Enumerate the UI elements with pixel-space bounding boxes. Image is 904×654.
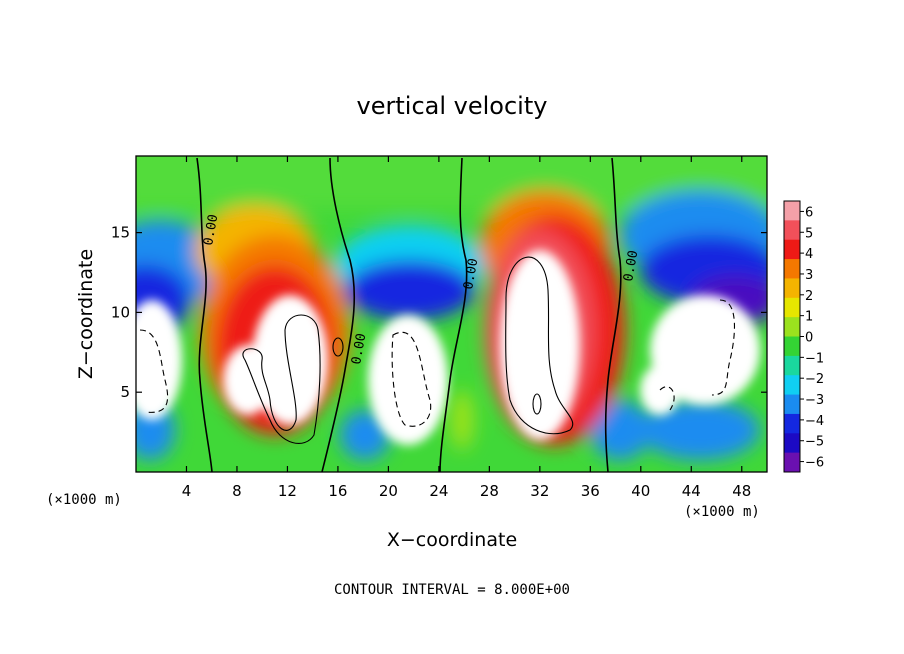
colorbar-swatch bbox=[784, 201, 800, 221]
contour-label: 0.00 bbox=[621, 249, 641, 282]
colorbar-label: 4 bbox=[805, 247, 813, 262]
colorbar-swatch bbox=[784, 375, 800, 396]
plot-frame bbox=[135, 155, 768, 473]
colorbar-swatch bbox=[784, 433, 800, 454]
colorbar-label: 6 bbox=[805, 205, 813, 220]
x-tick-label: 40 bbox=[631, 482, 650, 500]
colorbar-swatch bbox=[784, 220, 800, 241]
x-tick-label: 20 bbox=[379, 482, 398, 500]
updraft-contours bbox=[242, 256, 574, 444]
colorbar-label: −2 bbox=[805, 372, 824, 387]
x-tick-label: 48 bbox=[732, 482, 751, 500]
plot-area: 0.00 0.00 0.00 0.00 bbox=[136, 156, 767, 472]
colorbar: 6 5 4 3 2 1 0 −1 −2 −3 −4 −5 −6 bbox=[783, 200, 824, 473]
chart-title: vertical velocity bbox=[357, 92, 548, 120]
x-axis-unit-label-right: (×1000 m) bbox=[684, 504, 760, 520]
x-tick-label: 36 bbox=[581, 482, 600, 500]
x-axis-unit-label: (×1000 m) bbox=[46, 492, 122, 508]
colorbar-label: −3 bbox=[805, 393, 824, 408]
colorbar-swatch bbox=[784, 336, 800, 357]
colorbar-label: −5 bbox=[805, 435, 824, 450]
downdraft-contours bbox=[139, 299, 736, 427]
colorbar-swatch bbox=[784, 452, 800, 473]
x-tick-label: 32 bbox=[530, 482, 549, 500]
colorbar-label: −1 bbox=[805, 351, 824, 366]
colorbar-swatch bbox=[784, 394, 800, 415]
x-axis-label: X−coordinate bbox=[387, 529, 517, 551]
colorbar-label: 0 bbox=[805, 331, 813, 346]
field-core-layer bbox=[136, 250, 760, 445]
colorbar-swatch bbox=[784, 239, 800, 260]
y-tick-label: 15 bbox=[111, 224, 130, 242]
colorbar-label: −4 bbox=[805, 414, 824, 429]
colorbar-label: −6 bbox=[805, 456, 824, 471]
zero-contours bbox=[196, 157, 622, 472]
x-tick-label: 8 bbox=[232, 482, 242, 500]
contour-label: 0.00 bbox=[349, 332, 369, 365]
y-tick-label: 10 bbox=[111, 303, 130, 321]
y-tick-label: 5 bbox=[120, 383, 130, 401]
x-tick-label: 16 bbox=[328, 482, 347, 500]
y-axis-label: Z−coordinate bbox=[75, 249, 97, 379]
contour-labels: 0.00 0.00 0.00 0.00 bbox=[201, 213, 641, 365]
x-tick-label: 12 bbox=[278, 482, 297, 500]
colorbar-label: 3 bbox=[805, 268, 813, 283]
colorbar-swatch bbox=[784, 413, 800, 434]
colorbar-label: 5 bbox=[805, 226, 813, 241]
colorbar-label: 1 bbox=[805, 310, 813, 325]
x-tick-label: 24 bbox=[429, 482, 448, 500]
colorbar-swatch bbox=[784, 355, 800, 376]
x-axis: 4 8 12 16 20 24 28 32 36 40 44 48 bbox=[182, 156, 751, 500]
contour-label: 0.00 bbox=[461, 257, 481, 290]
contour-label: 0.00 bbox=[201, 213, 221, 246]
colorbar-swatch bbox=[784, 297, 800, 318]
colorbar-label: 2 bbox=[805, 289, 813, 304]
x-tick-label: 44 bbox=[682, 482, 701, 500]
contour-interval-footer: CONTOUR INTERVAL = 8.000E+00 bbox=[334, 582, 570, 598]
colorbar-swatch bbox=[784, 278, 800, 299]
colorbar-swatch bbox=[784, 317, 800, 337]
x-tick-label: 28 bbox=[480, 482, 499, 500]
colorbar-swatch bbox=[784, 259, 800, 279]
x-tick-label: 4 bbox=[182, 482, 192, 500]
y-axis: 5 10 15 bbox=[111, 224, 767, 401]
